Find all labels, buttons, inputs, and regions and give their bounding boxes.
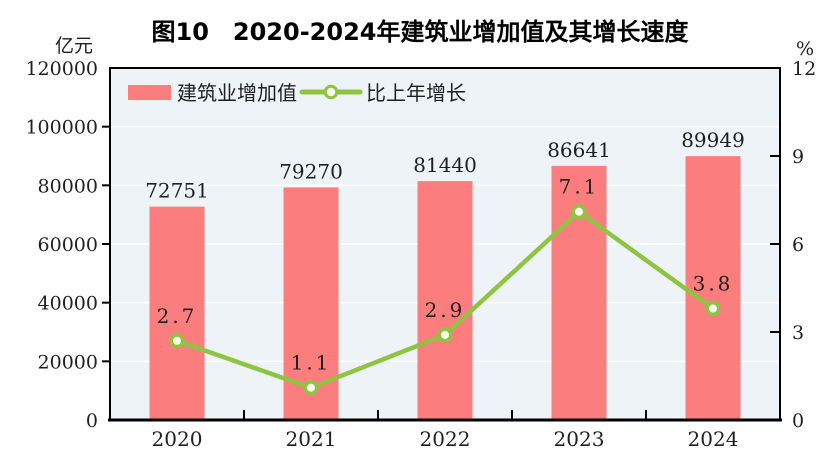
legend-line-marker-icon <box>323 84 339 100</box>
bar <box>551 165 607 420</box>
line-marker <box>303 380 319 396</box>
left-axis-tick-label: 100000 <box>25 117 98 139</box>
legend: 建筑业增加值 比上年增长 <box>128 81 466 105</box>
left-axis-tick-label: 0 <box>86 410 98 432</box>
right-axis-tick-label: 0 <box>792 410 804 432</box>
line-value-label: 7.1 <box>559 175 600 199</box>
line-value-label: 2.7 <box>157 304 198 328</box>
x-axis-label: 2020 <box>152 427 203 451</box>
right-axis-tick-label: 6 <box>792 234 804 256</box>
line-marker <box>437 327 453 343</box>
right-axis-tick-label: 12 <box>792 58 816 80</box>
line-value-labels: 2.7 1.1 2.9 7.1 3.8 <box>157 175 734 375</box>
x-axis-label: 2022 <box>420 427 471 451</box>
line-value-label: 1.1 <box>291 351 332 375</box>
right-axis-tick-label: 3 <box>792 322 804 344</box>
line-marker <box>169 333 185 349</box>
line-marker <box>705 301 721 317</box>
left-axis-tick-label: 80000 <box>38 175 98 197</box>
legend-bar-label: 建筑业增加值 <box>177 81 297 105</box>
left-axis-tick-label: 20000 <box>38 351 98 373</box>
bar <box>417 181 473 420</box>
right-axis-tick-label: 9 <box>792 146 804 168</box>
axis-ticks <box>102 125 780 420</box>
line-value-label: 3.8 <box>693 272 734 296</box>
x-axis-category-labels: 2020 2021 2022 2023 2024 <box>152 427 739 451</box>
line-markers <box>169 204 721 396</box>
right-axis-unit-label: % <box>796 38 814 60</box>
right-axis-tick-labels: 0 3 6 9 12 <box>792 58 816 432</box>
chart-title: 图10 2020-2024年建筑业增加值及其增长速度 <box>152 18 690 46</box>
bar-value-labels: 72751 79270 81440 86641 89949 <box>145 128 745 202</box>
bar <box>685 156 741 420</box>
legend-line-label: 比上年增长 <box>366 81 466 105</box>
legend-bar-swatch <box>128 85 171 100</box>
left-axis-tick-label: 60000 <box>38 234 98 256</box>
left-axis-tick-label: 120000 <box>25 58 98 80</box>
bar-value-label: 81440 <box>413 153 477 177</box>
bar-value-label: 72751 <box>145 179 209 203</box>
bar-value-label: 89949 <box>681 128 745 152</box>
bar-value-label: 79270 <box>279 159 343 183</box>
line-marker <box>571 204 587 220</box>
left-axis-tick-label: 40000 <box>38 293 98 315</box>
left-axis-unit-label: 亿元 <box>55 35 93 57</box>
bar-value-label: 86641 <box>547 138 611 162</box>
x-axis-label: 2021 <box>286 427 337 451</box>
left-axis-tick-labels: 0 20000 40000 60000 80000 100000 120000 <box>25 58 98 432</box>
bar <box>149 206 205 420</box>
line-value-label: 2.9 <box>425 298 466 322</box>
x-axis-label: 2024 <box>688 427 739 451</box>
x-axis-label: 2023 <box>554 427 605 451</box>
